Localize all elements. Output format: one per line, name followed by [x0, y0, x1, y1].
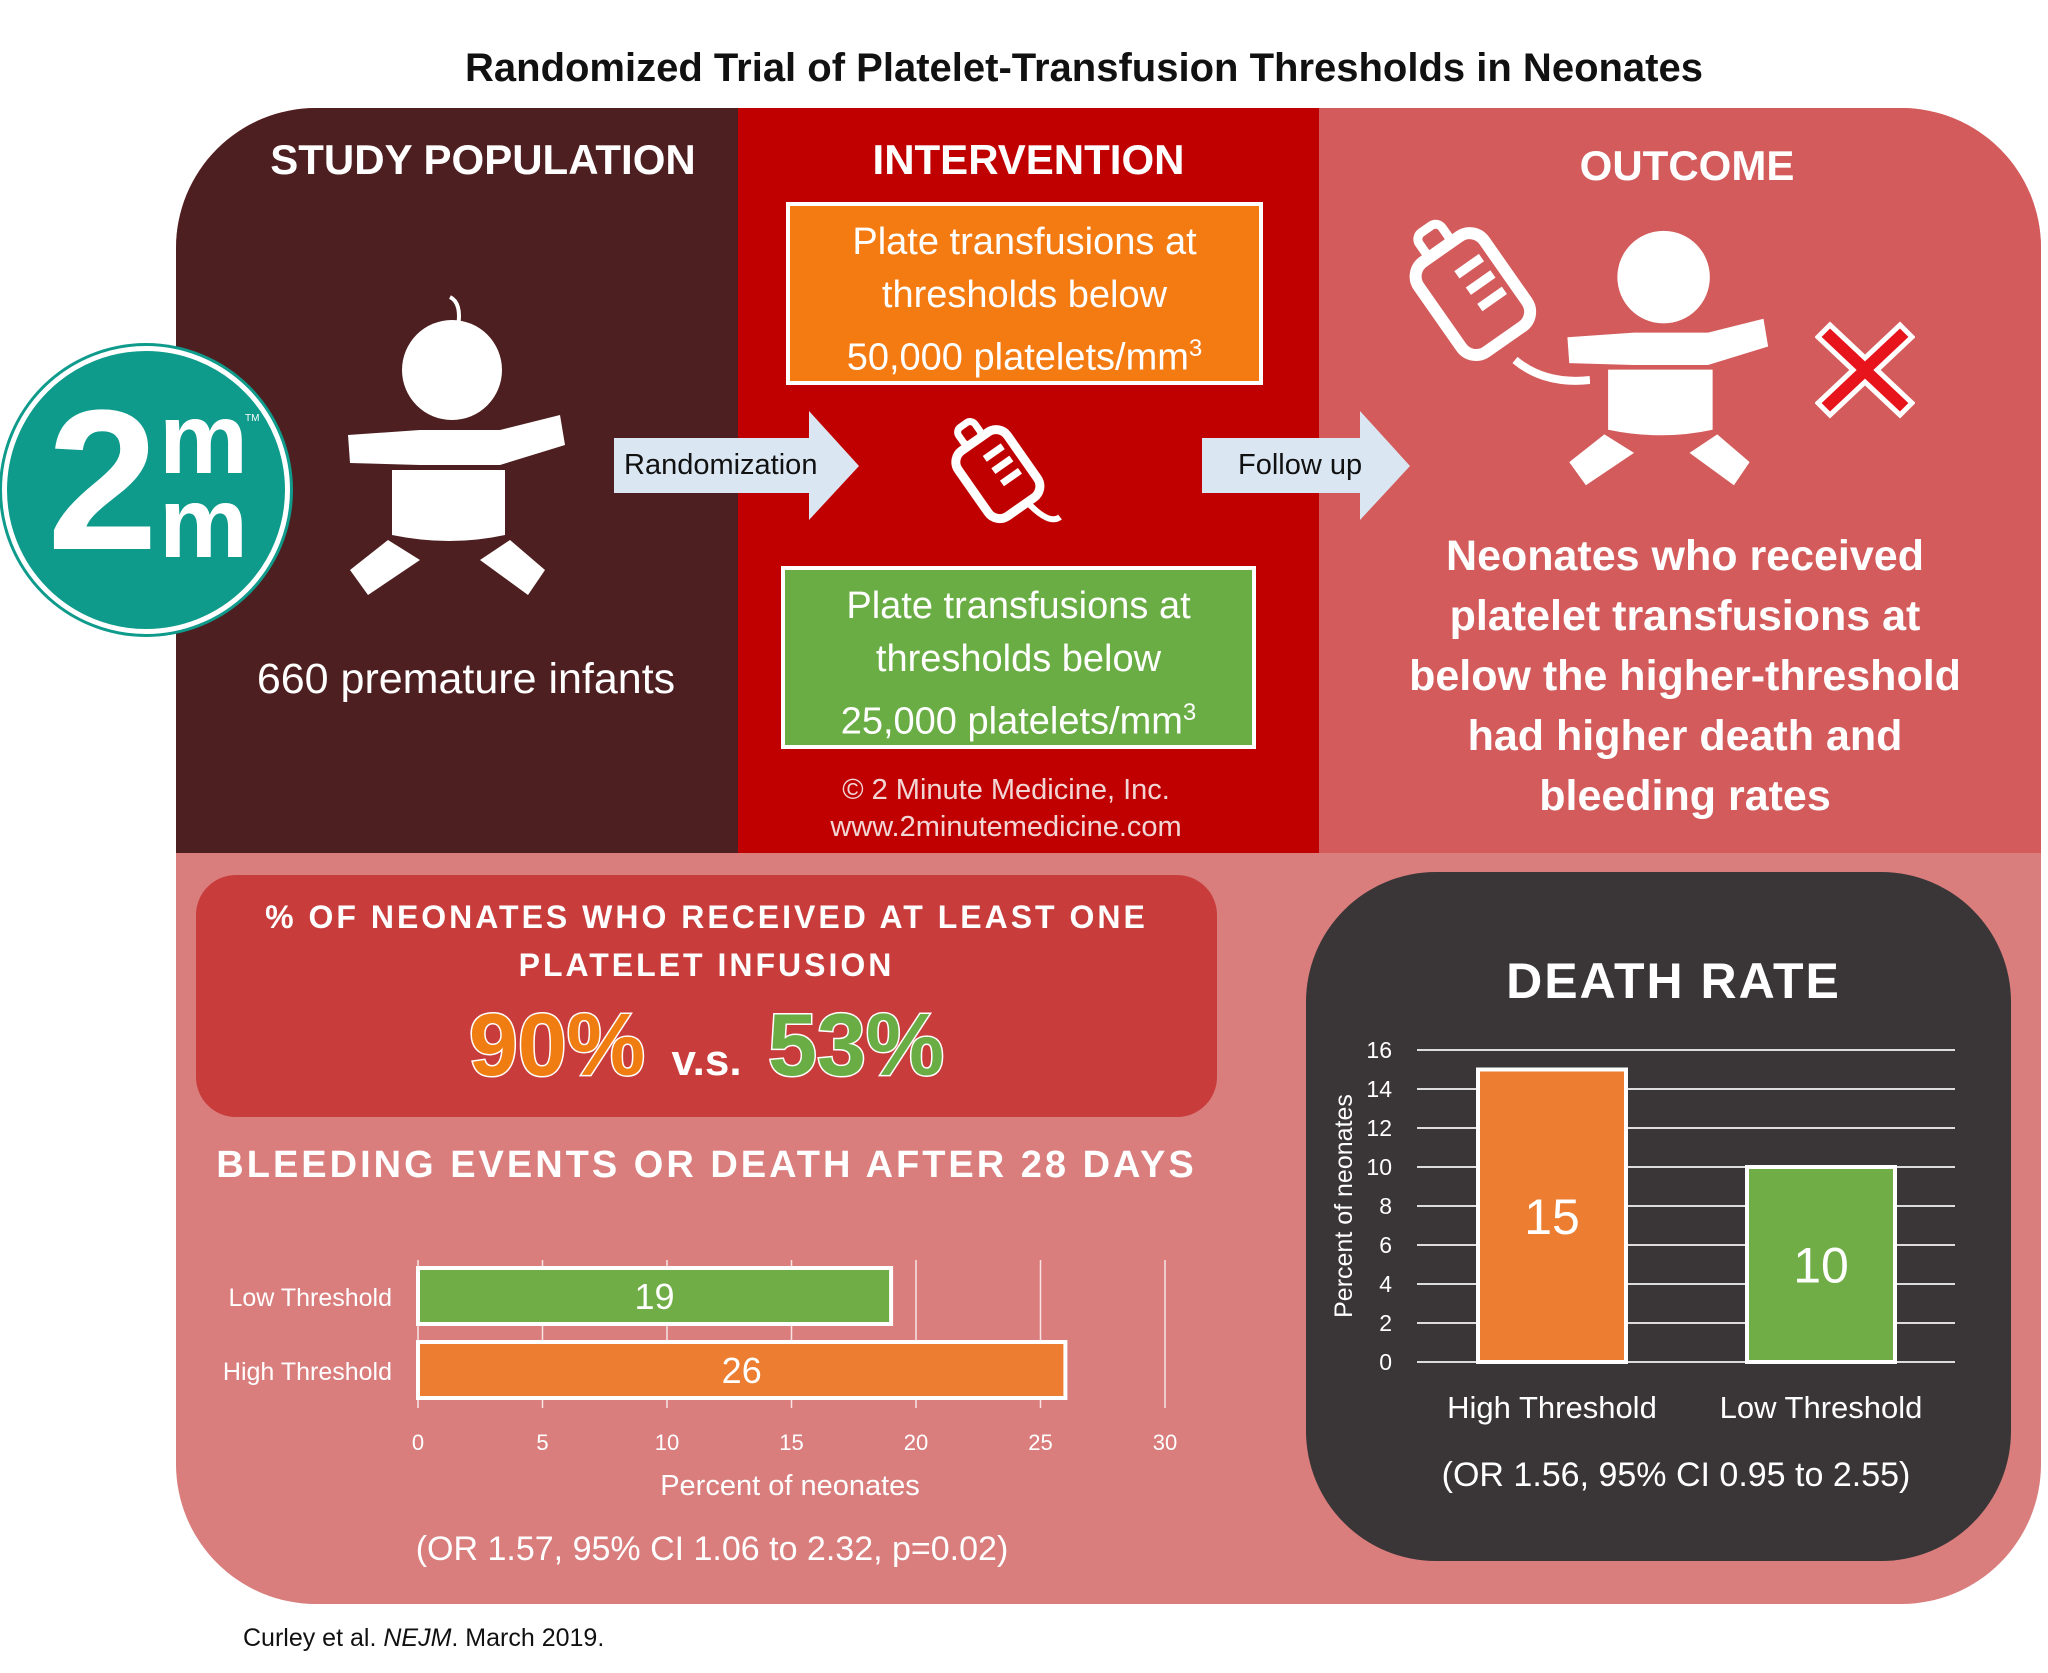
y-tick-label: 0 — [1379, 1349, 1392, 1375]
citation: Curley et al. NEJM. March 2019. — [243, 1624, 604, 1653]
follow-up-label: Follow up — [1238, 449, 1363, 481]
randomization-label: Randomization — [624, 449, 818, 481]
infusion-comparison: 90% v.s. 53% — [196, 994, 1217, 1121]
citation-date: . March 2019. — [451, 1624, 605, 1652]
category-label: Low Threshold — [1720, 1390, 1923, 1425]
outcome-line: bleeding rates — [1539, 772, 1831, 820]
citation-authors: Curley et al. — [243, 1624, 384, 1652]
high-box-line: thresholds below — [881, 274, 1168, 316]
y-tick-label: 8 — [1379, 1193, 1392, 1219]
randomization-arrow: Randomization — [614, 411, 859, 520]
blood-bag-icon — [951, 418, 1062, 524]
y-tick-label: 16 — [1366, 1037, 1392, 1063]
versus-label: v.s. — [671, 1036, 742, 1085]
superscript: 3 — [1188, 335, 1203, 362]
x-tick-label: 5 — [536, 1430, 548, 1455]
y-tick-label: 12 — [1366, 1115, 1392, 1141]
outcome-heading: OUTCOME — [1579, 142, 1795, 189]
baby-icon — [1567, 230, 1769, 486]
red-x-icon — [1815, 321, 1915, 419]
high-box-line: 50,000 platelets/mm — [846, 336, 1189, 379]
low-box-line: Plate transfusions at — [846, 585, 1191, 627]
bar-high-threshold — [1476, 1067, 1628, 1364]
infusion-heading-line: % OF NEONATES WHO RECEIVED AT LEAST ONE — [265, 899, 1148, 935]
death-chart-title: DEATH RATE — [1506, 953, 1841, 1009]
2minutemedicine-logo: 2 m m TM — [2, 346, 290, 634]
outcome-line: platelet transfusions at — [1449, 592, 1921, 640]
bleeding-odds-ratio: (OR 1.57, 95% CI 1.06 to 2.32, p=0.02) — [415, 1530, 1009, 1568]
bar-high-threshold — [416, 1340, 1068, 1400]
bar-data-label: 15 — [1524, 1189, 1580, 1245]
bleeding-xlabel: Percent of neonates — [660, 1470, 920, 1502]
citation-journal: NEJM — [383, 1624, 452, 1652]
bar-data-label: 26 — [722, 1350, 762, 1391]
bar-low-threshold — [416, 1266, 894, 1326]
high-threshold-box: Plate transfusions at thresholds below 5… — [786, 202, 1263, 385]
y-axis-label: Percent of neonates — [1330, 1094, 1358, 1318]
y-tick-label: 4 — [1379, 1271, 1392, 1297]
y-tick-label: 14 — [1366, 1076, 1392, 1102]
y-tick-label: 2 — [1379, 1310, 1392, 1336]
x-tick-label: 0 — [412, 1430, 424, 1455]
low-box-line: 25,000 platelets/mm — [840, 700, 1183, 743]
death-chart: 0 2 4 6 8 10 12 14 16 15 High Threshold 10 Low Thres… — [1330, 1037, 1955, 1425]
bleeding-chart-title: BLEEDING EVENTS OR DEATH AFTER 28 DAYS — [216, 1144, 1197, 1186]
category-label: High Threshold — [223, 1358, 392, 1386]
x-tick-label: 25 — [1028, 1430, 1052, 1455]
x-tick-label: 30 — [1153, 1430, 1177, 1455]
high-box-line: Plate transfusions at — [852, 221, 1197, 263]
low-percentage: 53% — [767, 994, 946, 1096]
website-link[interactable]: www.2minutemedicine.com — [830, 811, 1182, 843]
y-tick-label: 6 — [1379, 1232, 1392, 1258]
category-label: High Threshold — [1447, 1390, 1657, 1425]
logo-m-top: m — [159, 383, 248, 495]
logo-2: 2 — [47, 369, 159, 592]
superscript: 3 — [1182, 699, 1197, 726]
blood-bag-icon — [1409, 219, 1590, 385]
outcome-line: Neonates who received — [1446, 532, 1924, 580]
x-tick-label: 10 — [655, 1430, 679, 1455]
copyright-text: © 2 Minute Medicine, Inc. — [842, 774, 1170, 806]
outcome-line: had higher death and — [1467, 712, 1903, 760]
outcome-text: Neonates who received platelet transfusi… — [1340, 526, 2030, 826]
category-label: Low Threshold — [228, 1284, 392, 1312]
x-tick-label: 15 — [779, 1430, 803, 1455]
infusion-heading: % OF NEONATES WHO RECEIVED AT LEAST ONE … — [196, 893, 1217, 989]
infographic-title: Randomized Trial of Platelet-Transfusion… — [465, 46, 1703, 90]
outcome-column — [1319, 108, 2041, 853]
low-box-line: thresholds below — [875, 638, 1162, 680]
bar-data-label: 10 — [1793, 1238, 1849, 1294]
study-population-caption: 660 premature infants — [256, 655, 676, 703]
logo-trademark: TM — [245, 413, 260, 424]
bar-low-threshold — [1745, 1165, 1897, 1364]
death-odds-ratio: (OR 1.56, 95% CI 0.95 to 2.55) — [1441, 1456, 1911, 1494]
infusion-box: % OF NEONATES WHO RECEIVED AT LEAST ONE … — [196, 875, 1217, 1117]
bar-data-label: 19 — [635, 1276, 675, 1317]
outcome-line: below the higher-threshold — [1409, 652, 1961, 700]
y-tick-label: 10 — [1366, 1154, 1392, 1180]
high-percentage: 90% — [467, 994, 646, 1096]
follow-up-arrow: Follow up — [1202, 411, 1410, 520]
logo-m-bottom: m — [159, 467, 248, 579]
intervention-heading: INTERVENTION — [872, 136, 1185, 183]
x-tick-label: 20 — [904, 1430, 928, 1455]
copyright: © 2 Minute Medicine, Inc. www.2minutemed… — [738, 772, 1274, 846]
baby-icon — [348, 295, 565, 595]
study-population-heading: STUDY POPULATION — [270, 136, 696, 183]
low-threshold-box: Plate transfusions at thresholds below 2… — [781, 566, 1256, 749]
bleeding-chart: 0 5 10 15 20 25 30 19 Low Threshold 26 High Thresh… — [223, 1260, 1177, 1455]
infusion-heading-line: PLATELET INFUSION — [518, 947, 895, 983]
